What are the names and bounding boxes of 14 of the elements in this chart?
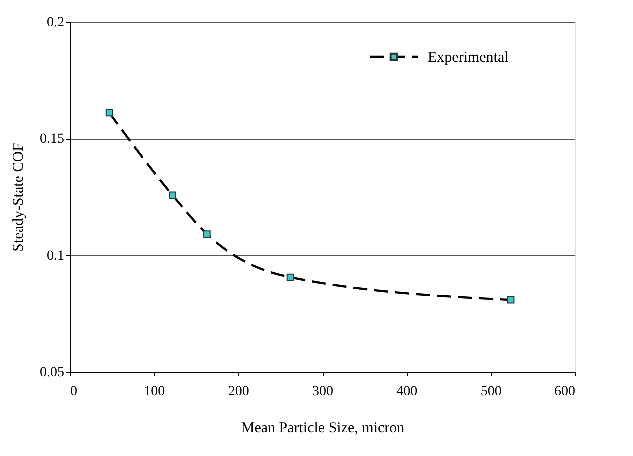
x-tick-label: 500 [480,384,502,400]
y-tick-label: 0.15 [40,132,64,148]
x-tick-label: 600 [554,384,576,400]
x-tick-label: 0 [70,384,78,400]
x-tick-label: 200 [228,384,250,400]
y-tick-label: 0.2 [47,16,64,30]
legend-label: Experimental [428,50,509,66]
x-tick-label: 300 [312,384,334,400]
y-tick-label: 0.05 [40,366,64,380]
x-axis-title: Mean Particle Size, micron [241,420,406,436]
y-tick-label: 0.1 [47,248,64,264]
y-axis-title: Steady-State COF [11,143,27,252]
x-tick-label: 400 [396,384,418,400]
x-tick-label: 100 [144,384,166,400]
